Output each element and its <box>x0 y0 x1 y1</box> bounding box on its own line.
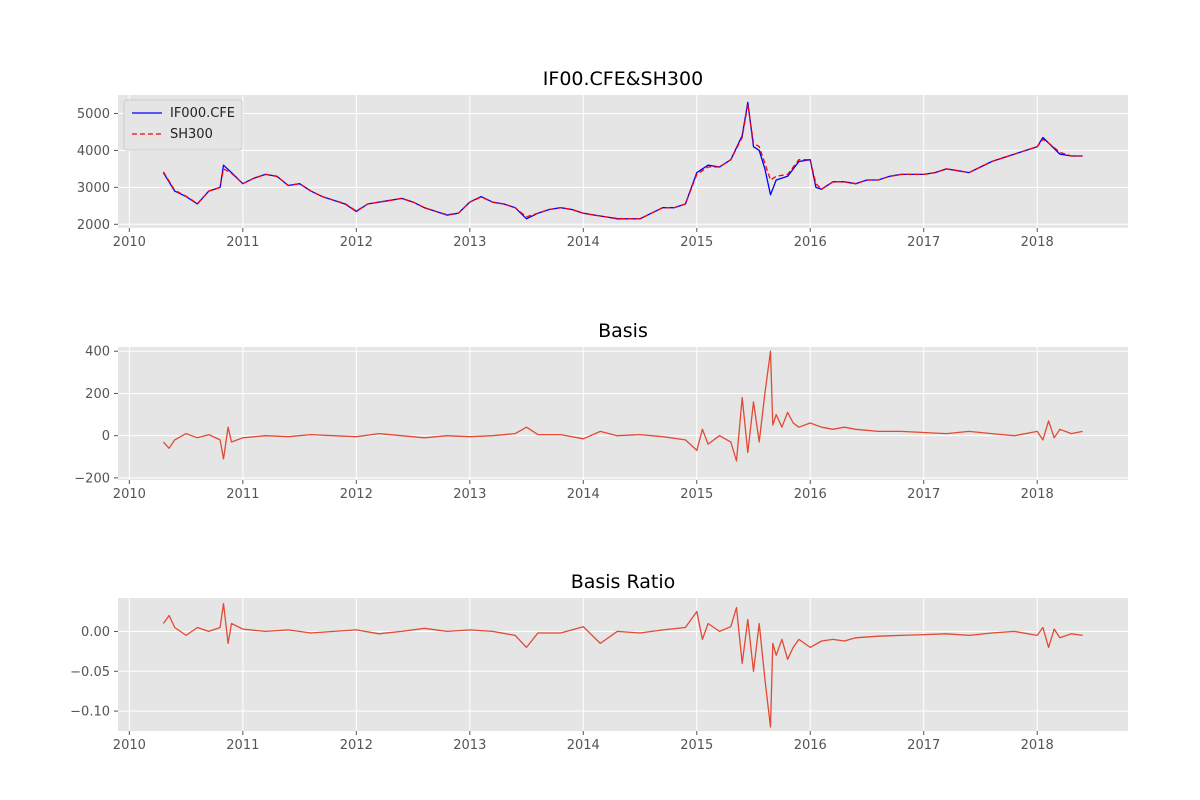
x-tick-label: 2018 <box>1021 738 1054 753</box>
x-tick-label: 2010 <box>113 738 146 753</box>
legend-label: IF000.CFE <box>170 106 235 121</box>
y-tick-label: 0 <box>102 429 110 444</box>
y-tick-label: 5000 <box>77 107 110 122</box>
y-tick-label: 200 <box>85 387 110 402</box>
plot-area <box>118 347 1128 480</box>
x-tick-label: 2010 <box>113 235 146 250</box>
x-tick-label: 2012 <box>340 487 373 502</box>
series-line-series-0 <box>162 602 1083 728</box>
legend: IF000.CFE SH300 <box>123 99 243 151</box>
x-tick-label: 2016 <box>794 738 827 753</box>
chart-title: Basis Ratio <box>571 571 676 593</box>
x-tick-label: 2017 <box>907 487 940 502</box>
x-tick-label: 2016 <box>794 487 827 502</box>
series-line-series-0 <box>162 350 1083 462</box>
x-tick-label: 2015 <box>680 487 713 502</box>
series-line-sh300 <box>162 103 1083 220</box>
chart-panel-prices: 2010 2011 2012 2013 2014 2015 2016 2017 2018 2000… <box>77 68 1128 250</box>
x-tick-label: 2014 <box>567 235 600 250</box>
y-tick-label: 3000 <box>77 181 110 196</box>
y-tick-label: −0.05 <box>70 665 110 680</box>
x-tick-label: 2013 <box>453 487 486 502</box>
x-tick-label: 2013 <box>453 738 486 753</box>
chart-panel-basis-ratio: 2010 2011 2012 2013 2014 2015 2016 2017 2018 −0.1… <box>70 571 1128 753</box>
plot-area <box>118 95 1128 228</box>
y-tick-label: −200 <box>74 471 110 486</box>
y-tick-label: 2000 <box>77 218 110 233</box>
plot-area <box>118 598 1128 731</box>
x-tick-label: 2011 <box>226 738 259 753</box>
x-tick-label: 2014 <box>567 487 600 502</box>
y-tick-label: 4000 <box>77 144 110 159</box>
x-tick-label: 2017 <box>907 235 940 250</box>
x-tick-label: 2016 <box>794 235 827 250</box>
x-tick-label: 2011 <box>226 487 259 502</box>
x-tick-label: 2018 <box>1021 487 1054 502</box>
chart-title: IF00.CFE&SH300 <box>543 68 703 90</box>
x-tick-label: 2017 <box>907 738 940 753</box>
x-tick-label: 2015 <box>680 738 713 753</box>
y-tick-label: 400 <box>85 345 110 360</box>
legend-label: SH300 <box>170 127 213 142</box>
x-tick-label: 2015 <box>680 235 713 250</box>
x-tick-label: 2018 <box>1021 235 1054 250</box>
y-tick-label: 0.00 <box>81 625 110 640</box>
x-tick-label: 2011 <box>226 235 259 250</box>
x-tick-label: 2012 <box>340 235 373 250</box>
y-tick-label: −0.10 <box>70 705 110 720</box>
chart-panel-basis: 2010 2011 2012 2013 2014 2015 2016 2017 2018 −200… <box>74 320 1128 502</box>
x-tick-label: 2014 <box>567 738 600 753</box>
chart-title: Basis <box>598 320 648 342</box>
x-tick-label: 2012 <box>340 738 373 753</box>
x-tick-label: 2013 <box>453 235 486 250</box>
x-tick-label: 2010 <box>113 487 146 502</box>
